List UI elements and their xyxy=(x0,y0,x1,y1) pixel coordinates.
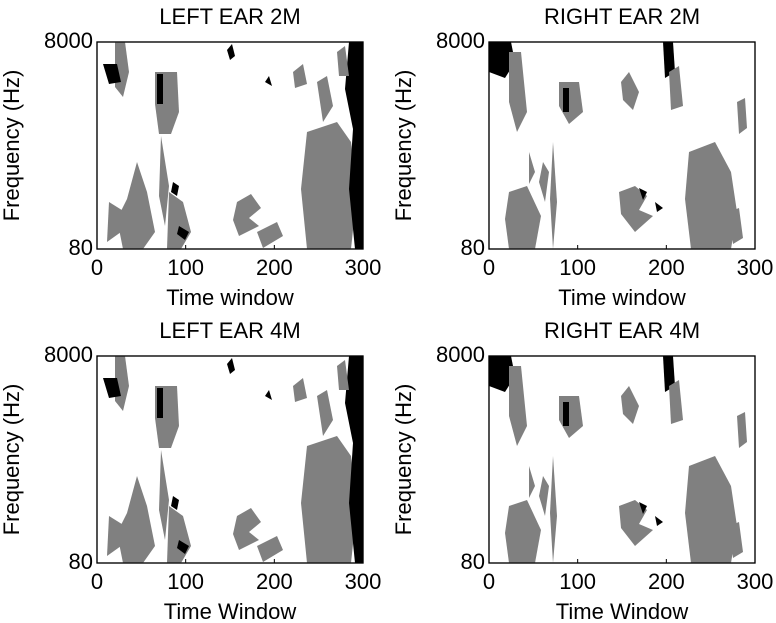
x-tick-label: 200 xyxy=(256,255,293,280)
x-tick-label: 0 xyxy=(91,255,103,280)
x-tick-label: 200 xyxy=(648,569,685,594)
x-tick-label: 200 xyxy=(256,569,293,594)
axes-border xyxy=(96,41,364,250)
axes-border xyxy=(488,41,756,250)
y-tick-label: 80 xyxy=(69,235,93,260)
x-tick-label: 100 xyxy=(559,255,596,280)
panel-title: LEFT EAR 2M xyxy=(159,4,300,29)
axes-border xyxy=(488,355,756,564)
x-tick-label: 300 xyxy=(345,569,382,594)
y-tick-label: 8000 xyxy=(436,342,485,367)
y-axis-label: Frequency (Hz) xyxy=(391,384,416,536)
y-tick-label: 80 xyxy=(461,549,485,574)
x-tick-label: 100 xyxy=(167,255,204,280)
x-tick-label: 100 xyxy=(167,569,204,594)
panel-title: LEFT EAR 4M xyxy=(159,318,300,343)
y-tick-label: 80 xyxy=(461,235,485,260)
x-tick-label: 0 xyxy=(91,569,103,594)
x-axis-label: Time window xyxy=(558,285,686,310)
x-tick-label: 300 xyxy=(737,255,774,280)
panel: RIGHT EAR 2M Time window Frequency (Hz) 0 10… xyxy=(391,4,774,310)
x-tick-label: 0 xyxy=(483,255,495,280)
y-axis-label: Frequency (Hz) xyxy=(0,384,24,536)
x-tick-label: 0 xyxy=(483,569,495,594)
y-axis-label: Frequency (Hz) xyxy=(0,70,24,222)
panel: RIGHT EAR 4M Time Window Frequency (Hz) 0 10… xyxy=(391,318,774,623)
panel-title: RIGHT EAR 4M xyxy=(544,318,700,343)
y-tick-label: 8000 xyxy=(436,28,485,53)
axes-border xyxy=(96,355,364,564)
y-tick-label: 8000 xyxy=(44,28,93,53)
y-tick-label: 8000 xyxy=(44,342,93,367)
x-tick-label: 200 xyxy=(648,255,685,280)
x-tick-label: 100 xyxy=(559,569,596,594)
y-axis-label: Frequency (Hz) xyxy=(391,70,416,222)
y-tick-label: 80 xyxy=(69,549,93,574)
panel: LEFT EAR 2M Time window Frequency (Hz) 0 100… xyxy=(0,4,381,310)
x-axis-label: Time Window xyxy=(164,599,297,623)
panel: LEFT EAR 4M Time Window Frequency (Hz) 0 100… xyxy=(0,318,381,623)
x-tick-label: 300 xyxy=(737,569,774,594)
x-axis-label: Time window xyxy=(166,285,294,310)
panel-title: RIGHT EAR 2M xyxy=(544,4,700,29)
x-axis-label: Time Window xyxy=(556,599,689,623)
x-tick-label: 300 xyxy=(345,255,382,280)
